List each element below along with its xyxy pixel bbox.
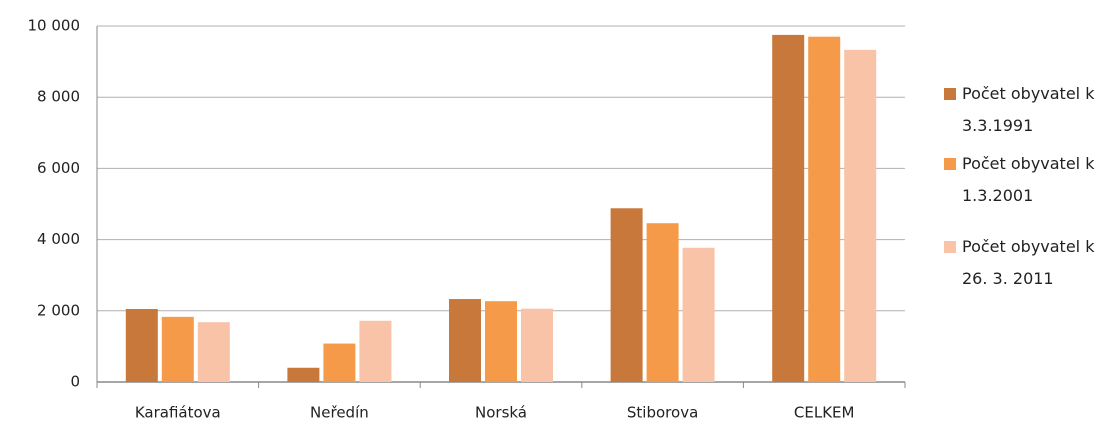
y-tick-label: 4 000 bbox=[37, 230, 80, 248]
legend-label: Počet obyvatel k 3.3.1991 bbox=[962, 84, 1095, 135]
bar bbox=[844, 49, 877, 383]
legend-swatch bbox=[944, 241, 956, 253]
x-tick-label: Norská bbox=[475, 404, 527, 422]
bar bbox=[485, 301, 517, 382]
bar bbox=[125, 309, 158, 382]
x-tick-label: Karafiátova bbox=[135, 404, 221, 422]
legend-item: Počet obyvatel k 3.3.1991 bbox=[944, 78, 1119, 142]
y-tick-label: 6 000 bbox=[37, 159, 80, 177]
bar bbox=[682, 247, 715, 382]
bar bbox=[161, 316, 194, 382]
bar bbox=[449, 299, 481, 382]
x-tick-label: Neředín bbox=[310, 404, 369, 422]
bar bbox=[808, 36, 841, 383]
x-tick-label: CELKEM bbox=[794, 404, 855, 422]
y-tick-label: 10 000 bbox=[28, 17, 81, 35]
legend-label: Počet obyvatel k 26. 3. 2011 bbox=[962, 237, 1095, 288]
bar bbox=[323, 343, 356, 382]
legend-swatch bbox=[944, 88, 956, 100]
bar bbox=[359, 320, 392, 382]
legend-item: Počet obyvatel k 1.3.2001 bbox=[944, 148, 1119, 212]
y-tick-label: 2 000 bbox=[37, 301, 80, 319]
bar bbox=[646, 223, 679, 382]
bar bbox=[772, 34, 805, 383]
y-tick-label: 8 000 bbox=[37, 88, 80, 106]
bar bbox=[287, 367, 320, 382]
y-tick-label: 0 bbox=[70, 373, 80, 391]
legend-swatch bbox=[944, 158, 956, 170]
legend-item: Počet obyvatel k 26. 3. 2011 bbox=[944, 231, 1119, 295]
bar bbox=[610, 208, 643, 382]
x-tick-label: Stiborova bbox=[627, 404, 698, 422]
bar bbox=[197, 322, 230, 382]
bar bbox=[521, 308, 553, 382]
legend-label: Počet obyvatel k 1.3.2001 bbox=[962, 154, 1095, 205]
